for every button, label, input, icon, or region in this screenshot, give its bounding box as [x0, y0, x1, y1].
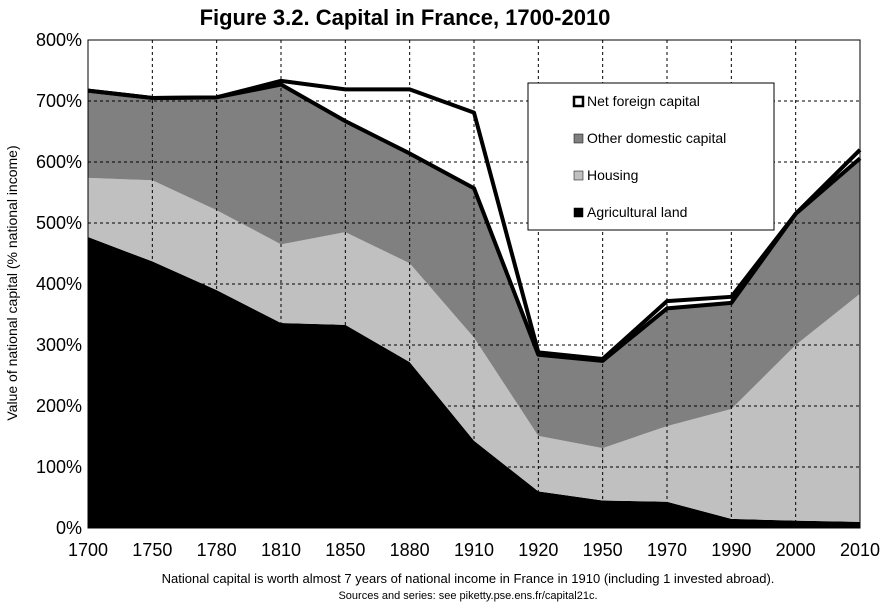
legend-swatch-other-domestic-capital	[573, 133, 584, 144]
x-tick-label: 1910	[454, 540, 494, 560]
y-tick-label: 100%	[36, 457, 82, 477]
legend-label-agricultural-land: Agricultural land	[587, 204, 687, 220]
x-tick-label: 1970	[647, 540, 687, 560]
y-tick-label: 800%	[36, 30, 82, 50]
x-tick-label: 1920	[518, 540, 558, 560]
chart-source: Sources and series: see piketty.pse.ens.…	[338, 590, 597, 602]
x-tick-label: 2010	[840, 540, 880, 560]
x-tick-label: 1780	[197, 540, 237, 560]
y-tick-label: 600%	[36, 152, 82, 172]
legend-label-net-foreign-capital: Net foreign capital	[587, 93, 700, 109]
y-axis: 0% 100% 200% 300% 400% 500% 600% 700% 800%	[36, 30, 82, 538]
y-tick-label: 700%	[36, 91, 82, 111]
y-tick-label: 300%	[36, 335, 82, 355]
chart-title: Figure 3.2. Capital in France, 1700-2010	[200, 5, 611, 30]
y-axis-label: Value of national capital (% national in…	[4, 145, 20, 420]
y-tick-label: 0%	[56, 518, 82, 538]
area-other-domestic-capital	[88, 84, 860, 449]
top-line-net-foreign-capital	[87, 78, 862, 362]
legend-label-other-domestic-capital: Other domestic capital	[587, 130, 726, 146]
chart-note: National capital is worth almost 7 years…	[162, 571, 775, 586]
legend-label-housing: Housing	[587, 167, 638, 183]
legend-swatch-agricultural-land	[573, 207, 584, 218]
x-axis: 1700 1750 1780 1810 1850 1880 1910 1920 1950 1970…	[68, 540, 880, 560]
x-tick-label: 1880	[390, 540, 430, 560]
y-tick-label: 200%	[36, 396, 82, 416]
x-tick-label: 1700	[68, 540, 108, 560]
y-tick-label: 500%	[36, 213, 82, 233]
x-tick-label: 1750	[132, 540, 172, 560]
plot-area	[87, 39, 862, 529]
legend: Net foreign capital Other domestic capita…	[527, 82, 775, 231]
x-tick-label: 1850	[325, 540, 365, 560]
x-tick-label: 2000	[776, 540, 816, 560]
plot-frame	[87, 39, 861, 529]
y-tick-label: 400%	[36, 274, 82, 294]
x-tick-label: 1990	[711, 540, 751, 560]
legend-swatch-net-foreign-capital	[572, 95, 585, 108]
series-top-lines	[87, 78, 862, 363]
x-tick-label: 1810	[261, 540, 301, 560]
legend-box	[527, 82, 775, 231]
legend-swatch-housing	[573, 170, 584, 181]
x-tick-label: 1950	[583, 540, 623, 560]
